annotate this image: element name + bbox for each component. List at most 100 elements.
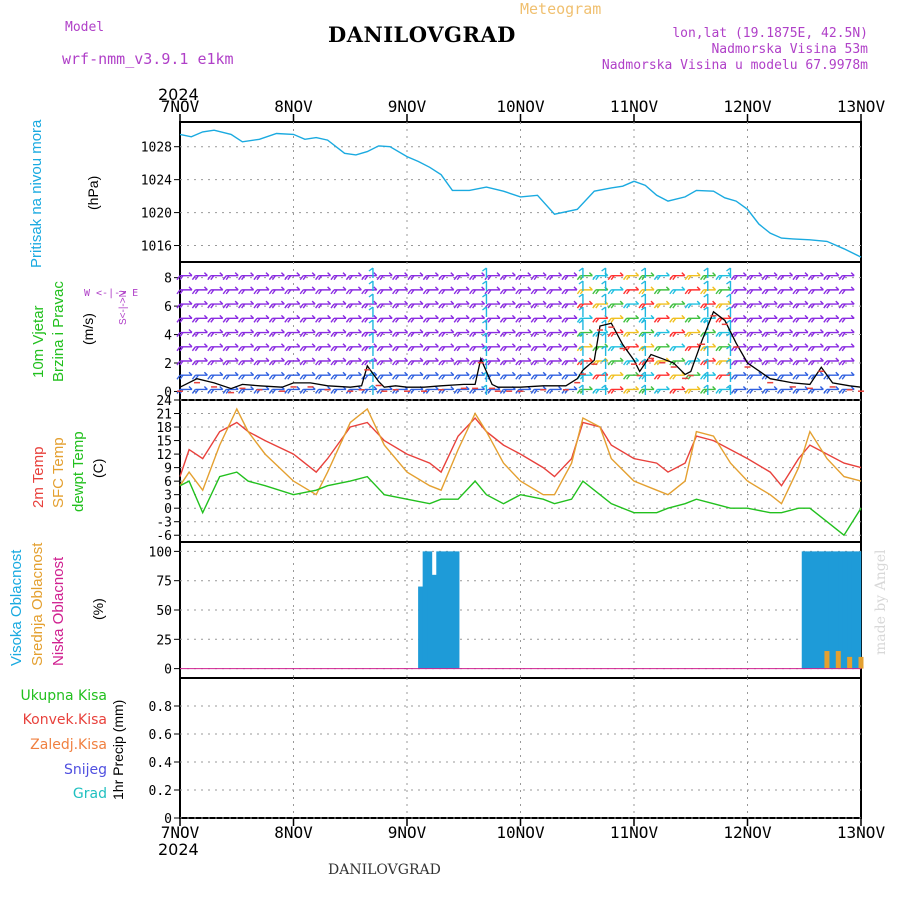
wind-barb [638, 343, 655, 352]
wind-barb [392, 371, 409, 380]
wind-barb [191, 314, 208, 323]
pressure-ytick-label: 1024 [141, 174, 172, 189]
wind-barb [607, 329, 624, 337]
wind-barb [268, 343, 285, 352]
wind-barb [653, 272, 670, 281]
wind-storm-barb [726, 371, 732, 382]
wind-barb [499, 300, 516, 309]
wind-storm-barb [368, 332, 374, 343]
wind-ytick-label: 0 [164, 385, 172, 400]
wind-barb [376, 300, 393, 309]
wind-barb [469, 314, 486, 323]
pressure-ytick-label: 1028 [141, 141, 172, 156]
wind-barb [792, 329, 809, 337]
wind-barb [330, 343, 347, 352]
wind-barb [499, 272, 516, 281]
wind-storm-barb [703, 293, 709, 304]
wind-barb [777, 329, 794, 337]
wind-storm-barb [482, 384, 488, 395]
wind-barb [777, 343, 794, 352]
wind-barb [561, 314, 578, 323]
wind-barb [746, 329, 763, 337]
wind-barb [238, 357, 255, 366]
wind-barb [530, 314, 547, 323]
wind-barb [191, 385, 208, 394]
wind-barb [530, 371, 547, 380]
wind-barb [576, 286, 593, 295]
wind-storm-barb [726, 384, 732, 395]
wind-barb [576, 314, 593, 323]
cloud-ytick-label: 0 [164, 663, 172, 678]
wind-barb [715, 300, 732, 309]
wind-barb [715, 385, 732, 394]
wind-barb [176, 343, 193, 352]
cloud-bar-mid [824, 651, 830, 669]
wind-barb [268, 300, 285, 309]
wind-ytick-label: 4 [164, 329, 172, 344]
wind-barb [268, 385, 285, 394]
wind-barb [792, 314, 809, 323]
wind-barb [191, 371, 208, 380]
wind-barb [515, 343, 532, 352]
wind-storm-barb [578, 332, 584, 343]
wind-barb [361, 329, 378, 337]
wind-barb [392, 357, 409, 366]
wind-barb [484, 371, 501, 380]
wind-storm-barb [601, 280, 607, 291]
wind-barb [623, 329, 640, 337]
wind-barb [361, 385, 378, 394]
wind-barb [422, 329, 439, 337]
wind-barb [315, 343, 332, 352]
wind-barb [191, 329, 208, 337]
wind-barb [700, 286, 717, 295]
wind-barb [330, 385, 347, 394]
wind-barb [222, 371, 239, 380]
wind-barb [777, 357, 794, 366]
wind-barb [484, 385, 501, 394]
wind-barb [746, 314, 763, 323]
wind-barb [438, 314, 455, 323]
wind-barb [838, 286, 855, 295]
wind-barb [376, 286, 393, 295]
cloud-bar-high [847, 551, 853, 669]
wind-barb [284, 300, 301, 309]
wind-barb [823, 343, 840, 352]
footer-title: DANILOVGRAD [328, 862, 441, 878]
wind-barb [576, 272, 593, 281]
wind-barb [546, 385, 563, 394]
wind-barb [715, 286, 732, 295]
wind-barb [700, 385, 717, 394]
temperature-ytick-label: 21 [156, 408, 172, 423]
wind-barb [376, 314, 393, 323]
wind-barb [515, 314, 532, 323]
wind-barb [345, 314, 362, 323]
wind-barb [330, 286, 347, 295]
wind-barb [684, 272, 701, 281]
wind-barb [576, 371, 593, 380]
wind-barb [253, 385, 270, 394]
wind-barb [361, 286, 378, 295]
wind-storm-barb [601, 358, 607, 369]
wind-barb [453, 329, 470, 337]
wind-barb [669, 343, 686, 352]
cloud-bar-high [422, 551, 428, 669]
wind-barb [207, 286, 224, 295]
wind-storm-barb [601, 384, 607, 395]
model-label: Model [65, 20, 105, 35]
x-tick-label-top: 8NOV [274, 97, 313, 116]
x-tick-label-top: 9NOV [388, 97, 427, 116]
wind-barb [238, 343, 255, 352]
wind-barb [392, 272, 409, 281]
wind-barb [546, 300, 563, 309]
x-tick-label-bottom: 13NOV [837, 823, 886, 842]
wind-barb [653, 371, 670, 380]
wind-barb [746, 371, 763, 380]
wind-barb [453, 272, 470, 281]
wind-barb [438, 371, 455, 380]
wind-ytick-label: 2 [164, 357, 172, 372]
wind-barb [546, 343, 563, 352]
cloud-bar-high [449, 551, 455, 669]
x-tick-label-top: 13NOV [837, 97, 886, 116]
wind-barb [207, 300, 224, 309]
